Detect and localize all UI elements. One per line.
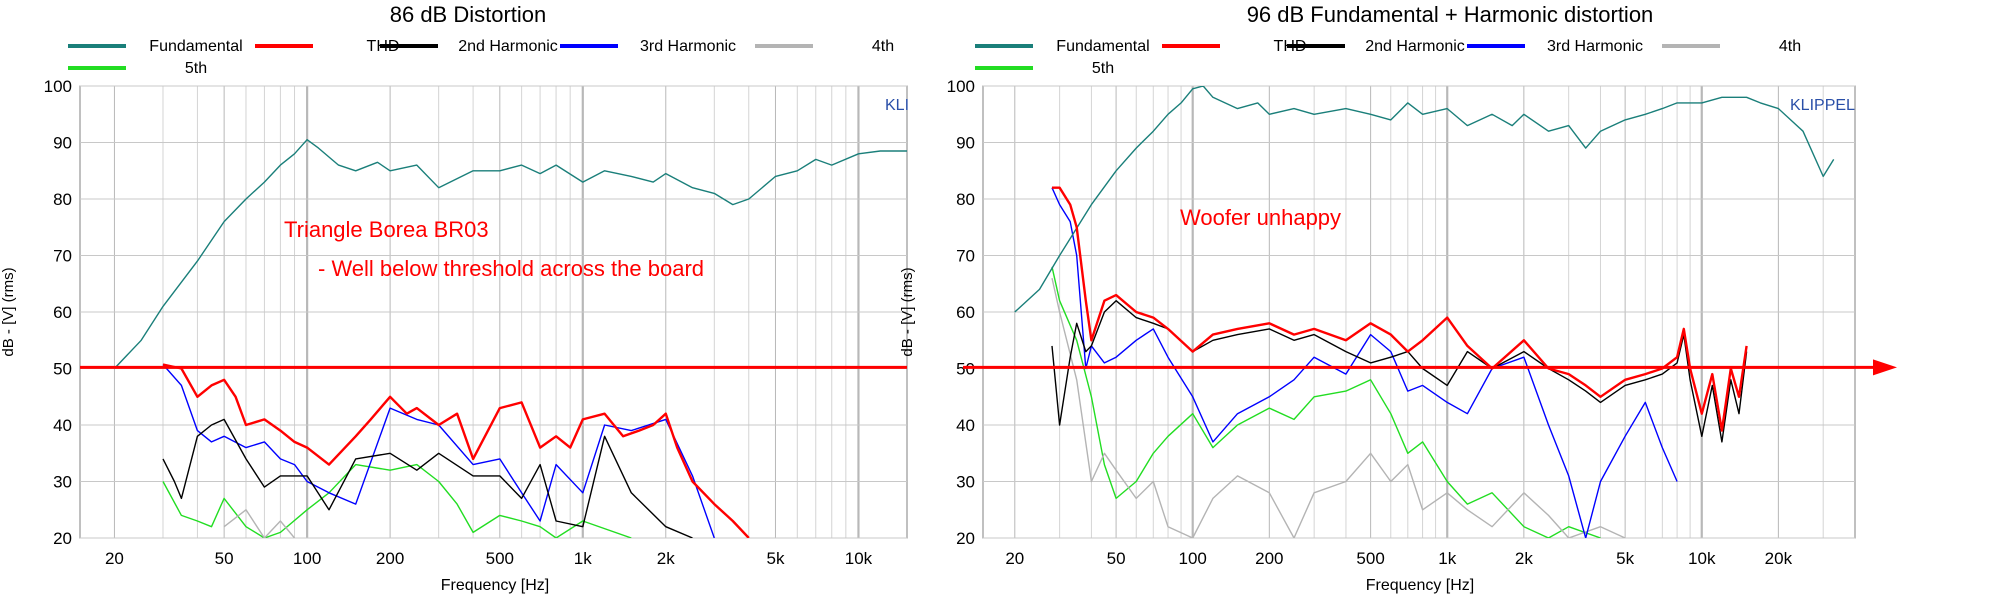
threshold-arrowhead: [1873, 359, 1897, 376]
x-tick-label: 2k: [657, 549, 675, 568]
y-tick-label: 50: [53, 360, 72, 379]
series-line-h4: [1051, 277, 1626, 538]
x-tick-label: 2k: [1515, 549, 1533, 568]
x-tick-label: 100: [1179, 549, 1207, 568]
series-line-thd: [162, 363, 750, 538]
y-tick-label: 60: [53, 303, 72, 322]
x-tick-label: 1k: [1438, 549, 1456, 568]
x-axis-label: Frequency [Hz]: [1366, 577, 1474, 594]
legend-label-fundamental: Fundamental: [149, 38, 242, 55]
legend-label-fundamental: Fundamental: [1056, 38, 1149, 55]
annotation-text: - Well below threshold across the board: [318, 256, 704, 281]
chart-86db-distortion: 86 dB DistortionFundamentalTHD2nd Harmon…: [0, 2, 909, 594]
x-tick-label: 10k: [845, 549, 873, 568]
x-tick-label: 50: [215, 549, 234, 568]
y-tick-label: 90: [956, 134, 975, 153]
klippel-watermark: KLIPPEL: [1790, 97, 1855, 114]
grid-lines: [80, 85, 907, 539]
x-tick-label: 5k: [766, 549, 784, 568]
legend-label-h4: 4th: [1779, 38, 1801, 55]
series-line-thd: [1052, 186, 1748, 432]
legend-label-h2: 2nd Harmonic: [1365, 38, 1465, 55]
series-line-h4: [223, 509, 296, 538]
series-group: [113, 138, 907, 538]
annotation-text: Triangle Borea BR03: [284, 217, 489, 242]
y-tick-label: 70: [53, 247, 72, 266]
x-tick-label: 1k: [574, 549, 592, 568]
legend-label-h2: 2nd Harmonic: [458, 38, 558, 55]
series-line-h3: [162, 364, 715, 538]
series-line-h5: [162, 463, 632, 538]
legend-label-h3: 3rd Harmonic: [1547, 38, 1643, 55]
series-line-h5: [1051, 266, 1601, 538]
legend-label-h3: 3rd Harmonic: [640, 38, 736, 55]
x-tick-label: 500: [486, 549, 514, 568]
y-tick-label: 60: [956, 303, 975, 322]
series-group: [1014, 86, 1835, 538]
y-tick-label: 30: [53, 473, 72, 492]
y-axis-label: dB - [V] (rms): [0, 267, 17, 356]
y-tick-label: 80: [956, 190, 975, 209]
legend-label-h4: 4th: [872, 38, 894, 55]
x-tick-label: 100: [293, 549, 321, 568]
legend-label-h5: 5th: [185, 60, 207, 77]
x-tick-label: 50: [1107, 549, 1126, 568]
x-tick-label: 500: [1356, 549, 1384, 568]
x-tick-label: 20k: [1765, 549, 1793, 568]
chart-title: 96 dB Fundamental + Harmonic distortion: [1247, 2, 1654, 27]
y-tick-label: 50: [956, 360, 975, 379]
klippel-watermark: KLI: [885, 97, 909, 114]
chart-96db-distortion: 96 dB Fundamental + Harmonic distortion F…: [899, 2, 1897, 594]
series-line-fundamental: [113, 138, 907, 369]
y-tick-label: 40: [956, 416, 975, 435]
x-tick-label: 20: [1005, 549, 1024, 568]
y-tick-label: 90: [53, 134, 72, 153]
legend-label-h5: 5th: [1092, 60, 1114, 77]
y-tick-label: 40: [53, 416, 72, 435]
x-tick-label: 10k: [1688, 549, 1716, 568]
y-tick-label: 20: [956, 529, 975, 548]
series-line-fundamental: [1014, 86, 1835, 313]
x-tick-label: 200: [1255, 549, 1283, 568]
series-line-h2: [162, 418, 693, 538]
x-axis-label: Frequency [Hz]: [441, 577, 549, 594]
x-tick-label: 20: [105, 549, 124, 568]
annotation-text: Woofer unhappy: [1180, 205, 1341, 230]
y-tick-label: 70: [956, 247, 975, 266]
x-tick-label: 200: [376, 549, 404, 568]
y-tick-label: 20: [53, 529, 72, 548]
y-tick-label: 100: [44, 77, 72, 96]
y-tick-label: 100: [947, 77, 975, 96]
chart-title: 86 dB Distortion: [390, 2, 547, 27]
y-tick-label: 80: [53, 190, 72, 209]
y-axis-label: dB - [V] (rms): [899, 267, 916, 356]
x-tick-label: 5k: [1616, 549, 1634, 568]
series-line-h3: [1051, 187, 1678, 538]
y-tick-label: 30: [956, 473, 975, 492]
